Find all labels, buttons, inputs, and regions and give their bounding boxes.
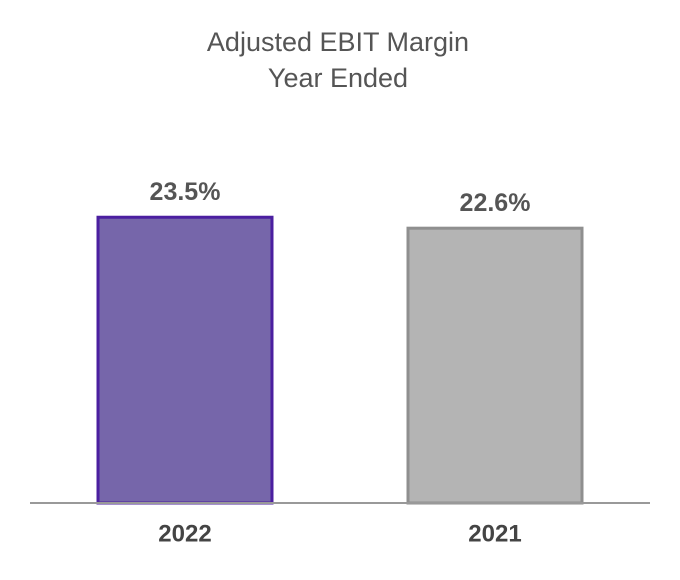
bar: [96, 215, 274, 505]
chart-subtitle: Year Ended: [268, 63, 408, 93]
x-tick-label: 2022: [158, 520, 211, 547]
value-label: 23.5%: [150, 178, 221, 206]
bar: [406, 226, 584, 505]
value-label: 22.6%: [460, 189, 531, 217]
x-tick-label: 2021: [468, 520, 521, 547]
chart-title: Adjusted EBIT Margin: [207, 27, 469, 57]
